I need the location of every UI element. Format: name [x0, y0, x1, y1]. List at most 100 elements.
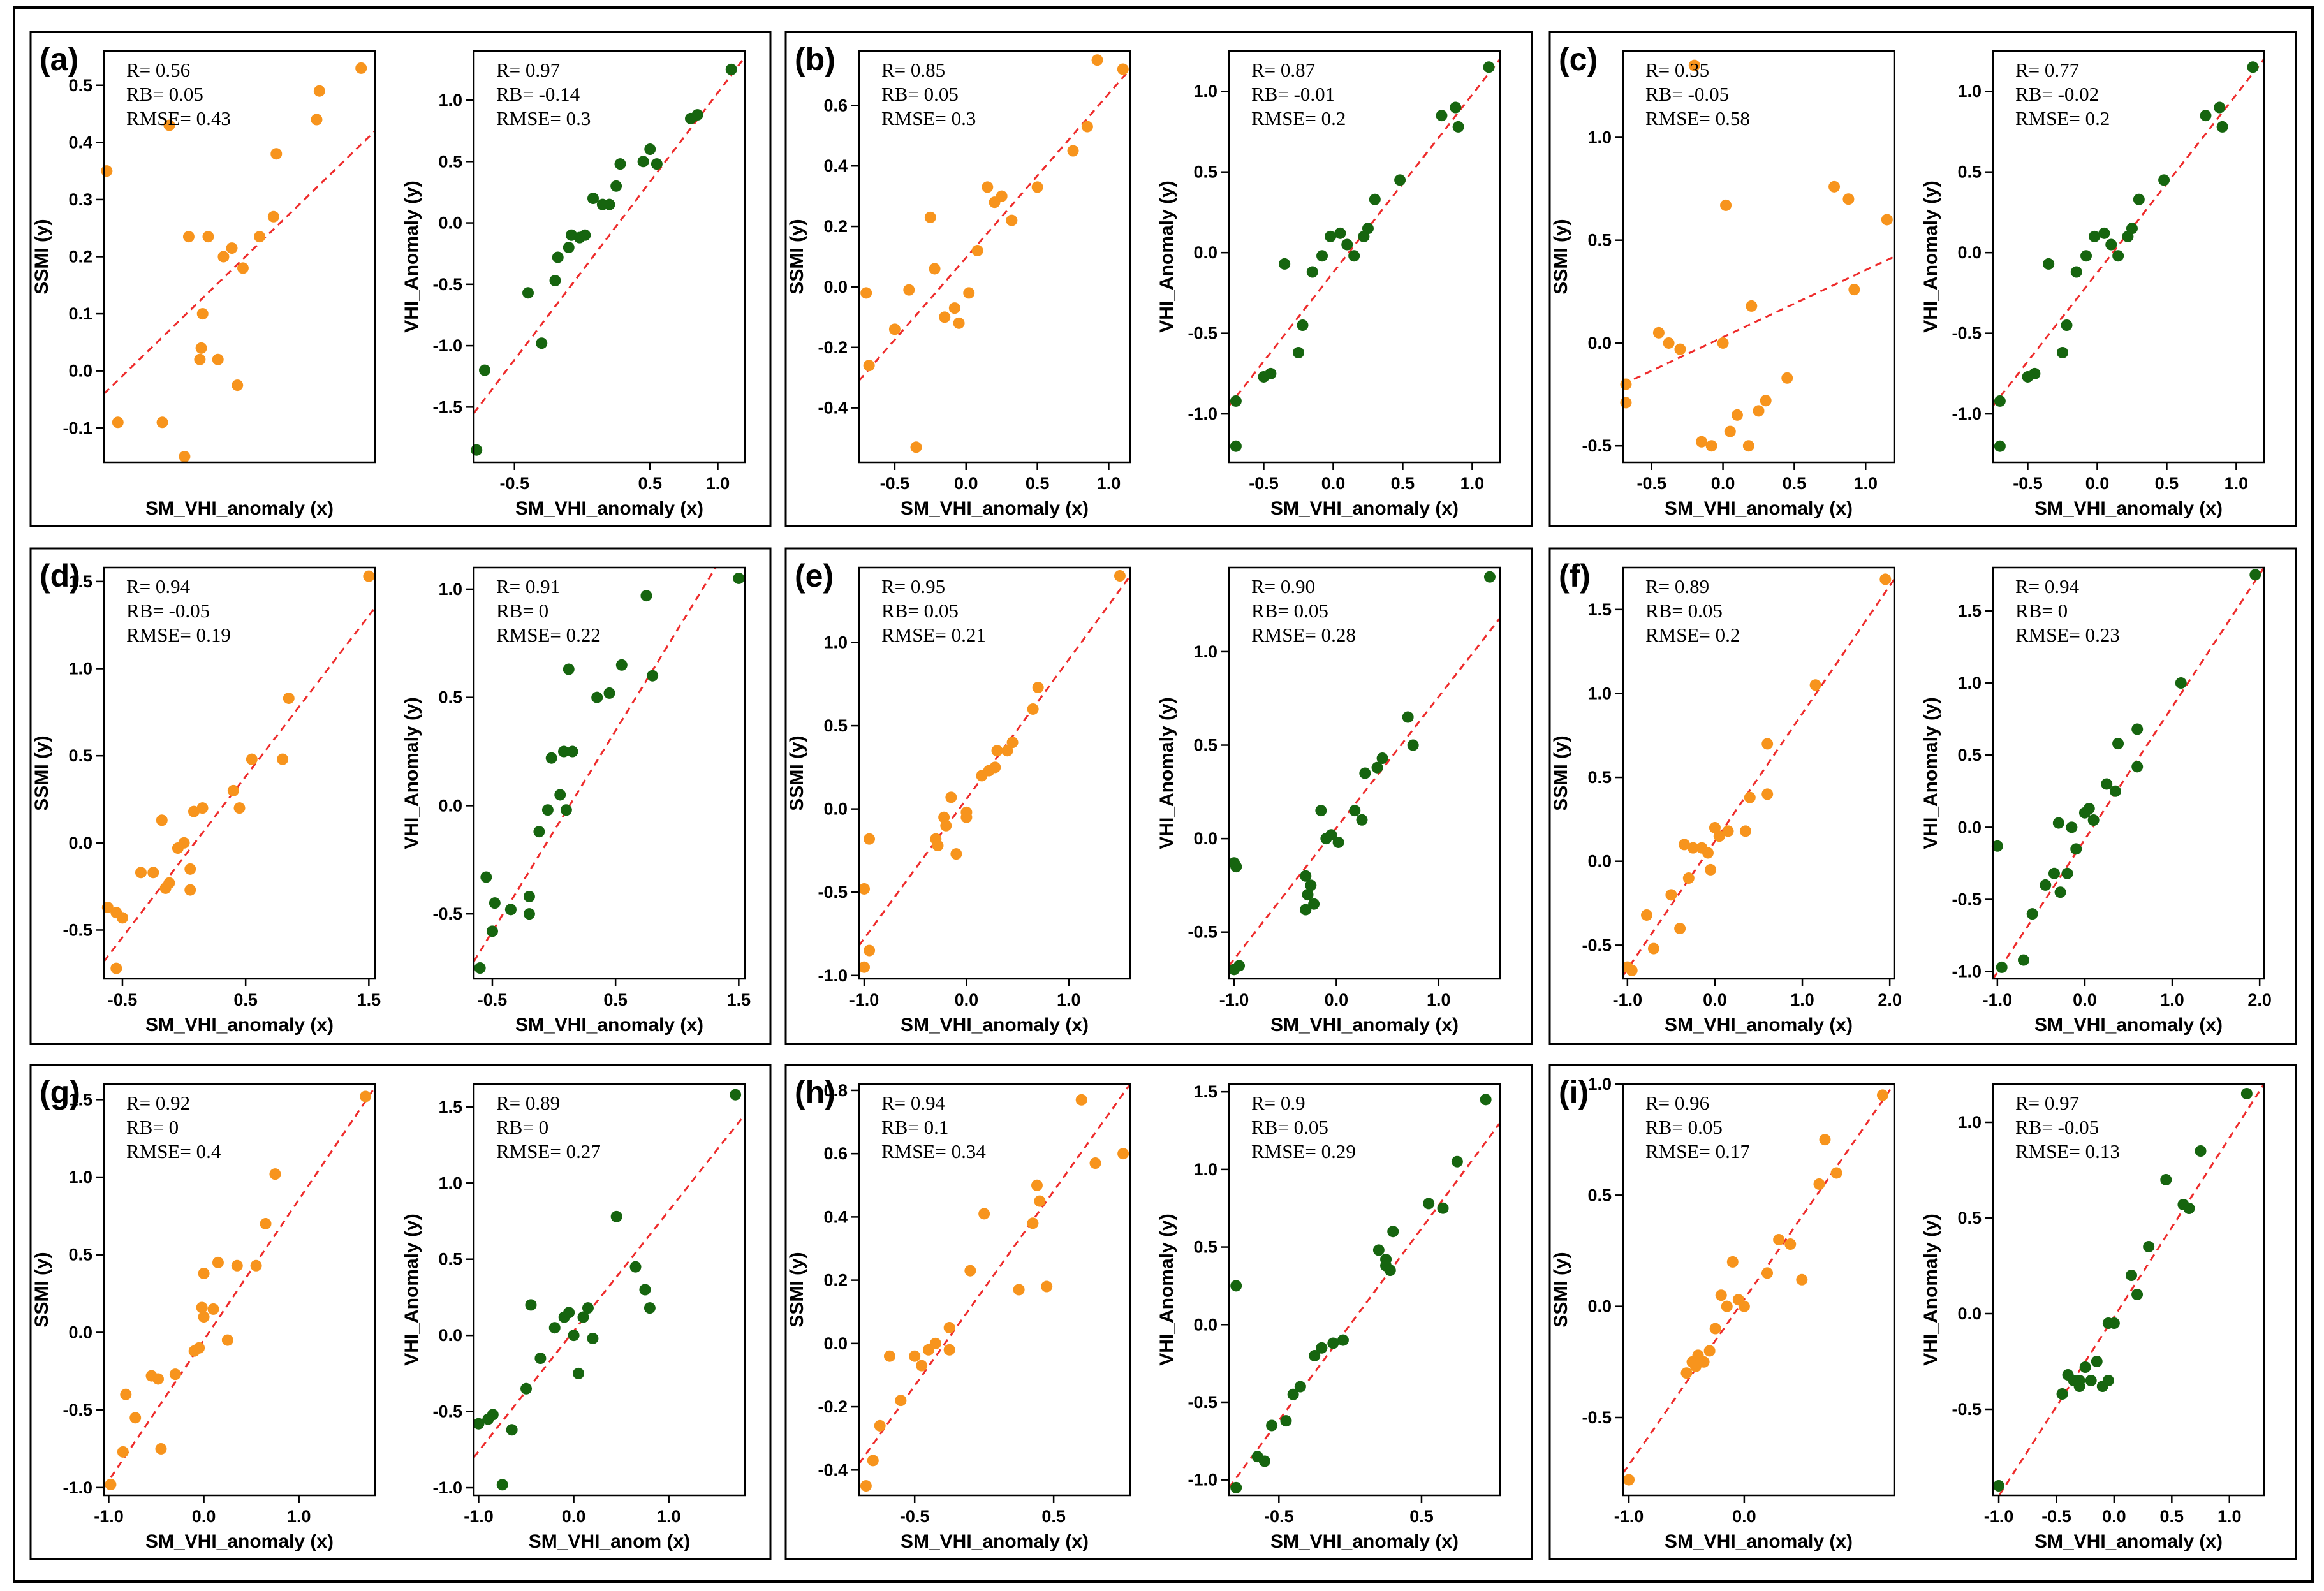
panel-letter-g: (g) [40, 1074, 80, 1110]
stat-line: RMSE= 0.2 [1645, 624, 1740, 646]
y-tick-label: 0.5 [1957, 163, 1982, 182]
data-point [1027, 1217, 1039, 1229]
data-point [558, 745, 570, 758]
data-point [1687, 842, 1699, 854]
data-point [1032, 682, 1044, 694]
data-point [2183, 1203, 2195, 1214]
scatter-plot-b-vhi: -1.0-0.50.00.51.0-0.5 0.0 0.5 1.0SM_VHI_ano… [1156, 50, 1501, 519]
y-tick-label: -0.5 [432, 904, 462, 923]
data-point [874, 1419, 886, 1432]
data-point [486, 925, 498, 937]
x-axis-label: SM_VHI_anomaly (x) [1270, 498, 1459, 519]
x-tick-label: -1.0 [94, 1507, 124, 1526]
data-point [1327, 1337, 1339, 1349]
panel-frame-h [784, 1064, 1533, 1560]
stat-line: R= 0.97 [2015, 1092, 2079, 1114]
data-point [1678, 839, 1690, 851]
x-tick-label: 0.0 [562, 1507, 586, 1526]
data-point [860, 287, 872, 299]
x-tick-label: -0.5 [108, 990, 138, 1009]
stat-line: RMSE= 0.4 [126, 1140, 221, 1162]
y-tick-label: -1.0 [1952, 962, 1982, 981]
data-point [1996, 961, 2008, 973]
data-point [1341, 238, 1353, 251]
x-tick-label: -1.0 [849, 990, 879, 1009]
data-point [1647, 942, 1659, 955]
y-tick-label: 0.0 [1193, 243, 1217, 262]
panel-frame-b [784, 31, 1533, 527]
data-point [1879, 573, 1892, 585]
y-tick-label: 0.8 [823, 1081, 848, 1100]
data-point [523, 908, 535, 920]
y-tick-label: -0.5 [63, 1400, 92, 1419]
data-point [473, 1418, 485, 1430]
y-tick-label: -0.5 [1188, 324, 1217, 343]
y-tick-label: 0.5 [1587, 1185, 1612, 1205]
data-point [903, 284, 915, 296]
plot-area [473, 566, 746, 980]
x-axis-label: SM_VHI_anomaly (x) [515, 1015, 703, 1036]
x-axis-label: SM_VHI_anomaly (x) [1665, 1015, 1853, 1036]
x-tick-label: 0.0 [1732, 1507, 1756, 1526]
data-point [1705, 440, 1717, 452]
data-point [691, 109, 703, 121]
data-point [1034, 1195, 1046, 1207]
data-point [2052, 817, 2064, 829]
y-axis-label: SSMI (y) [31, 219, 52, 294]
data-point [1117, 1148, 1129, 1160]
x-tick-label: 0.0 [2073, 990, 2097, 1009]
x-tick-label: 0.0 [955, 990, 979, 1009]
stat-line: R= 0.56 [126, 59, 190, 81]
data-point [226, 242, 238, 254]
data-point [1688, 59, 1700, 71]
data-point [1230, 395, 1242, 407]
data-point [603, 687, 615, 699]
stat-line: RMSE= 0.13 [2015, 1140, 2120, 1162]
y-tick-label: 0.4 [823, 156, 848, 175]
scatter-plot-d-ssmi: -0.5 0.0 0.5 1.0 1.5 -0.5 0.5 1.5 SM_VHI_anomaly… [31, 566, 381, 1036]
data-point [2029, 367, 2041, 379]
plot-area [858, 1083, 1131, 1497]
stat-line: RMSE= 0.19 [126, 624, 231, 646]
scatter-plot-i-vhi: -0.5 0.0 0.5 1.0 -1.0 -0.5 0.0 0.5 1.0 SM_VHI_ano… [1920, 1083, 2265, 1552]
y-tick-label: 1.5 [1193, 1082, 1217, 1101]
data-point [943, 1322, 955, 1334]
y-tick-label: 0.4 [823, 1207, 848, 1226]
y-tick-label: 1.0 [1193, 1160, 1217, 1179]
data-point [916, 1360, 928, 1372]
data-point [1265, 367, 1277, 379]
data-point [471, 444, 483, 456]
data-point [948, 302, 960, 314]
scatter-plot-a-ssmi: -0.1 0.0 0.1 0.2 0.3 0.4 0.5 SM_VHI_anomaly (x)… [31, 50, 376, 519]
x-tick-label: 1.0 [1790, 990, 1814, 1009]
data-point [577, 1311, 589, 1323]
panel-frame-c [1548, 31, 2297, 527]
data-point [2160, 1174, 2172, 1185]
data-point [534, 1353, 547, 1364]
data-point [231, 1259, 243, 1272]
data-point [506, 1424, 518, 1436]
data-point [1394, 174, 1406, 186]
data-point [1994, 395, 2006, 407]
scatter-plot-f-vhi: -1.0 -0.5 0.0 0.5 1.0 1.5 -1.0 0.0 1.0 2.0 SM_VHI_… [1920, 566, 2272, 1036]
stat-line: R= 0.94 [126, 575, 191, 598]
x-tick-label: 1.0 [287, 1507, 311, 1526]
y-tick-label: 0.0 [823, 1334, 848, 1353]
data-point [950, 848, 962, 860]
x-tick-label: 1.5 [727, 990, 751, 1009]
data-point [591, 691, 603, 703]
data-point [1796, 1273, 1808, 1286]
x-tick-label: 0.5 [233, 990, 258, 1009]
y-tick-label: 0.0 [1957, 243, 1982, 262]
y-tick-label: -0.2 [818, 1397, 848, 1416]
x-tick-label: 0.0 [2102, 1507, 2126, 1526]
data-point [1230, 861, 1242, 873]
data-point [651, 158, 663, 170]
data-point [1315, 805, 1327, 817]
data-point [1781, 372, 1793, 384]
scatter-plot-h-vhi: -1.0 -0.5 0.0 0.5 1.0 1.5 -0.5 0.5 SM_VHI_anomal… [1156, 1082, 1501, 1552]
x-tick-label: 0.0 [192, 1507, 216, 1526]
y-axis-label: SSMI (y) [31, 1252, 52, 1327]
y-tick-label: 0.0 [1193, 829, 1217, 848]
stat-line: RMSE= 0.58 [1645, 107, 1750, 129]
